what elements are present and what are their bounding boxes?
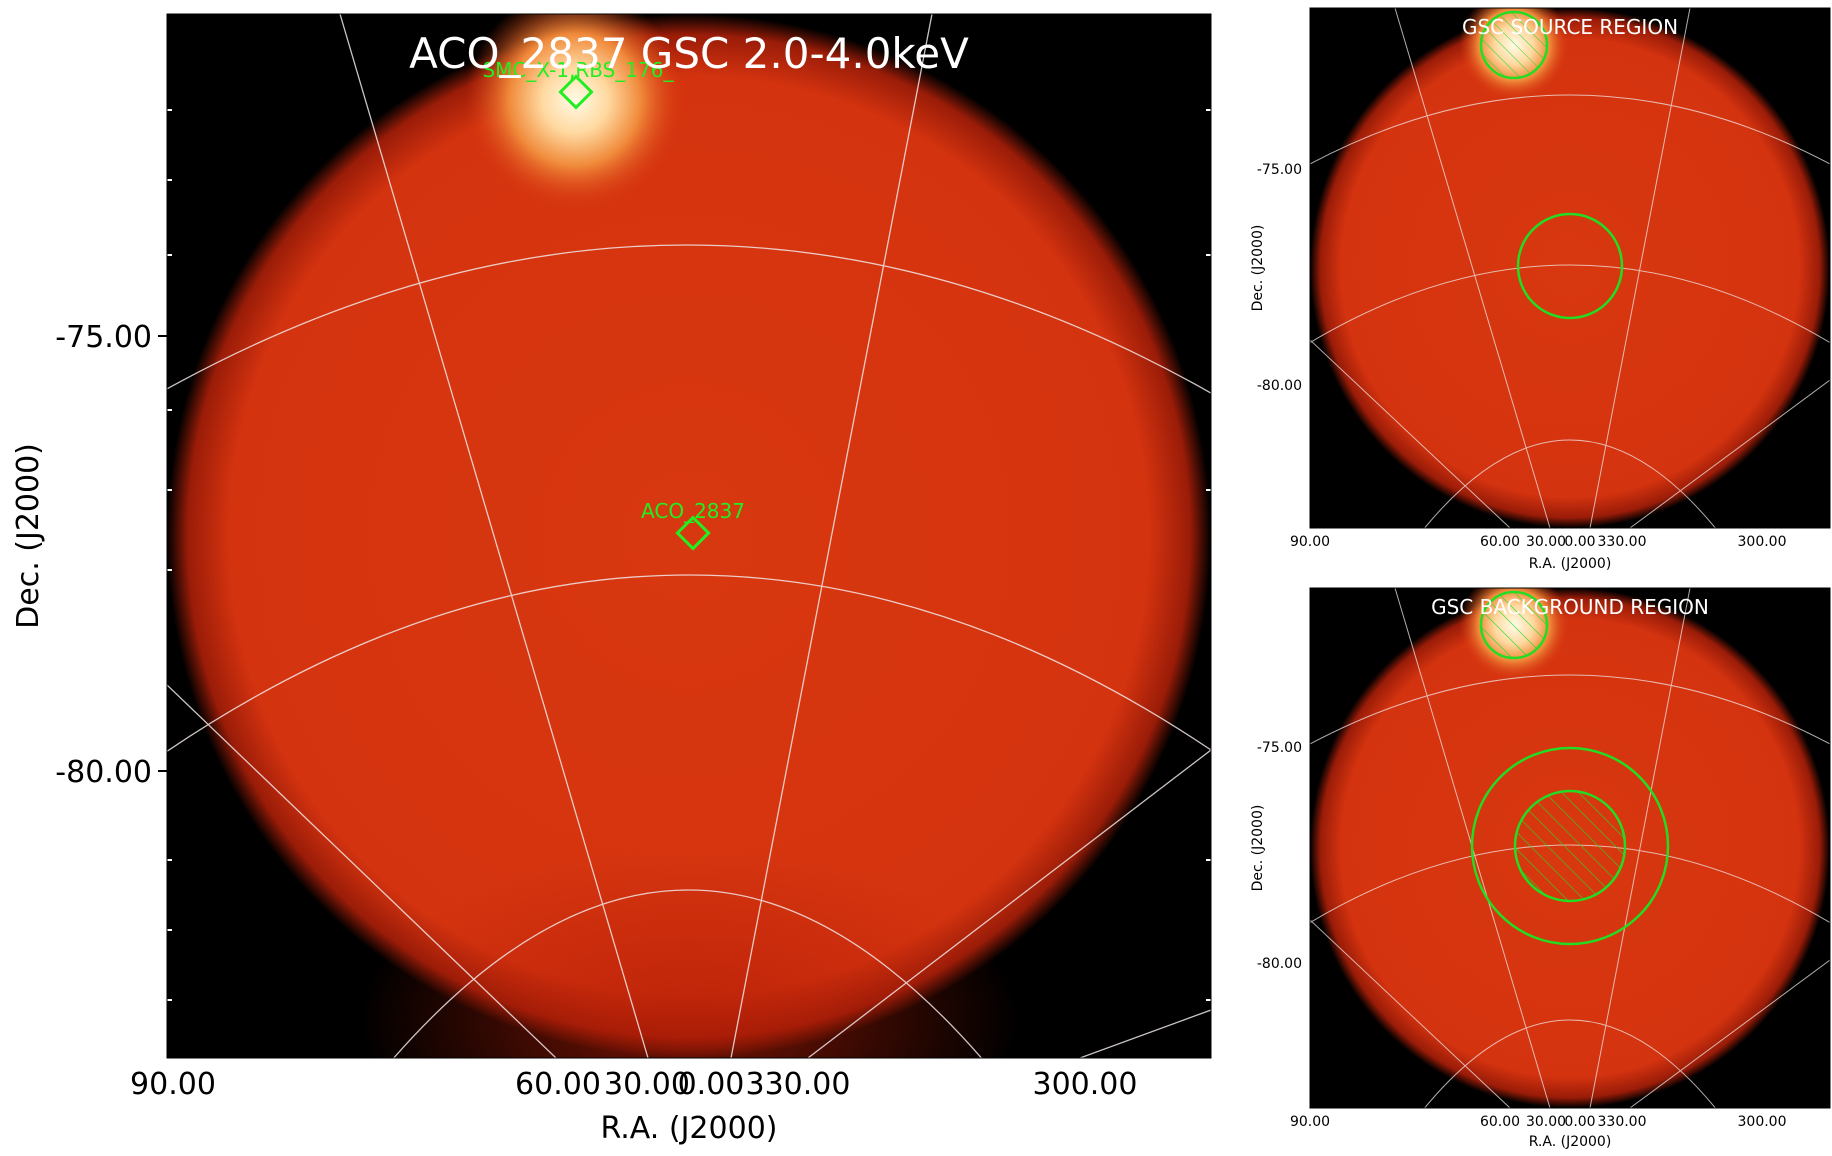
background-region-panel: GSC BACKGROUND REGION -75.00 -80.00 Dec.… — [1230, 580, 1832, 1156]
main-detector-field — [167, 14, 1211, 1058]
main-bright-source-glow — [465, 14, 685, 210]
background-panel-title: GSC BACKGROUND REGION — [1431, 595, 1709, 619]
main-xtick-label: 60.00 — [515, 1067, 601, 1102]
source-xtick-label: 30.00 — [1526, 534, 1566, 550]
background-exclusion-circle-bright — [1479, 590, 1549, 660]
aco2837-marker — [675, 515, 711, 551]
background-xtick-label: 30.00 — [1526, 1114, 1566, 1130]
background-ytick-label: -75.00 — [1257, 740, 1302, 756]
background-ylabel: Dec. (J2000) — [1250, 805, 1266, 892]
main-ylabel: Dec. (J2000) — [11, 443, 46, 629]
main-image-canvas: SMC_X-1,RBS_176_ ACO_2837 ACO_2837 GSC 2… — [11, 13, 1212, 1146]
source-xlabel: R.A. (J2000) — [1529, 556, 1612, 572]
main-xtick-label: 30.00 — [604, 1067, 690, 1102]
main-ytick-label: -75.00 — [55, 320, 152, 355]
aco2837-label: ACO_2837 — [641, 499, 745, 523]
main-coordinate-grid — [167, 14, 1211, 1058]
source-ytick-label: -75.00 — [1257, 162, 1302, 178]
background-ytick-label: -80.00 — [1257, 956, 1302, 972]
main-frame-border — [166, 13, 1212, 1059]
source-region-canvas: GSC SOURCE REGION -75.00 -80.00 Dec. (J2… — [1250, 7, 1831, 572]
background-region-canvas: GSC BACKGROUND REGION -75.00 -80.00 Dec.… — [1250, 587, 1831, 1150]
source-xtick-label: 60.00 — [1480, 534, 1520, 550]
source-region-circle-target — [1516, 212, 1624, 320]
main-frame-ticks — [167, 109, 1211, 1001]
main-ytick-label: -80.00 — [55, 755, 152, 790]
source-xtick-label: 300.00 — [1738, 534, 1787, 550]
main-xtick-label: 0.00 — [678, 1067, 745, 1102]
source-xtick-label: 330.00 — [1598, 534, 1647, 550]
background-xlabel: R.A. (J2000) — [1529, 1134, 1612, 1150]
background-xtick-label: 300.00 — [1738, 1114, 1787, 1130]
source-region-circle-bright — [1479, 10, 1549, 80]
main-xtick-label: 90.00 — [130, 1067, 216, 1102]
source-panel-title: GSC SOURCE REGION — [1462, 15, 1678, 39]
main-xtick-label: 330.00 — [746, 1067, 851, 1102]
background-xtick-label: 90.00 — [1290, 1114, 1330, 1130]
background-annulus-inner-excluded — [1513, 789, 1627, 903]
background-annulus-outer — [1470, 746, 1670, 946]
smc-x1-marker — [558, 74, 594, 110]
main-title: ACO_2837 GSC 2.0-4.0keV — [409, 29, 969, 78]
source-detector-field — [1310, 8, 1830, 528]
main-xtick-label: 300.00 — [1033, 1067, 1138, 1102]
background-xtick-label: 330.00 — [1598, 1114, 1647, 1130]
source-xtick-label: 0.00 — [1564, 534, 1595, 550]
source-ytick-label: -80.00 — [1257, 378, 1302, 394]
source-coordinate-grid — [1310, 8, 1830, 528]
source-xtick-label: 90.00 — [1290, 534, 1330, 550]
main-xlabel: R.A. (J2000) — [601, 1111, 778, 1146]
smc-x1-label: SMC_X-1,RBS_176_ — [482, 58, 674, 82]
source-region-panel: GSC SOURCE REGION -75.00 -80.00 Dec. (J2… — [1230, 0, 1832, 580]
main-panel: SMC_X-1,RBS_176_ ACO_2837 ACO_2837 GSC 2… — [11, 13, 1212, 1146]
source-ylabel: Dec. (J2000) — [1250, 225, 1266, 312]
background-xtick-label: 60.00 — [1480, 1114, 1520, 1130]
background-xtick-label: 0.00 — [1564, 1114, 1595, 1130]
